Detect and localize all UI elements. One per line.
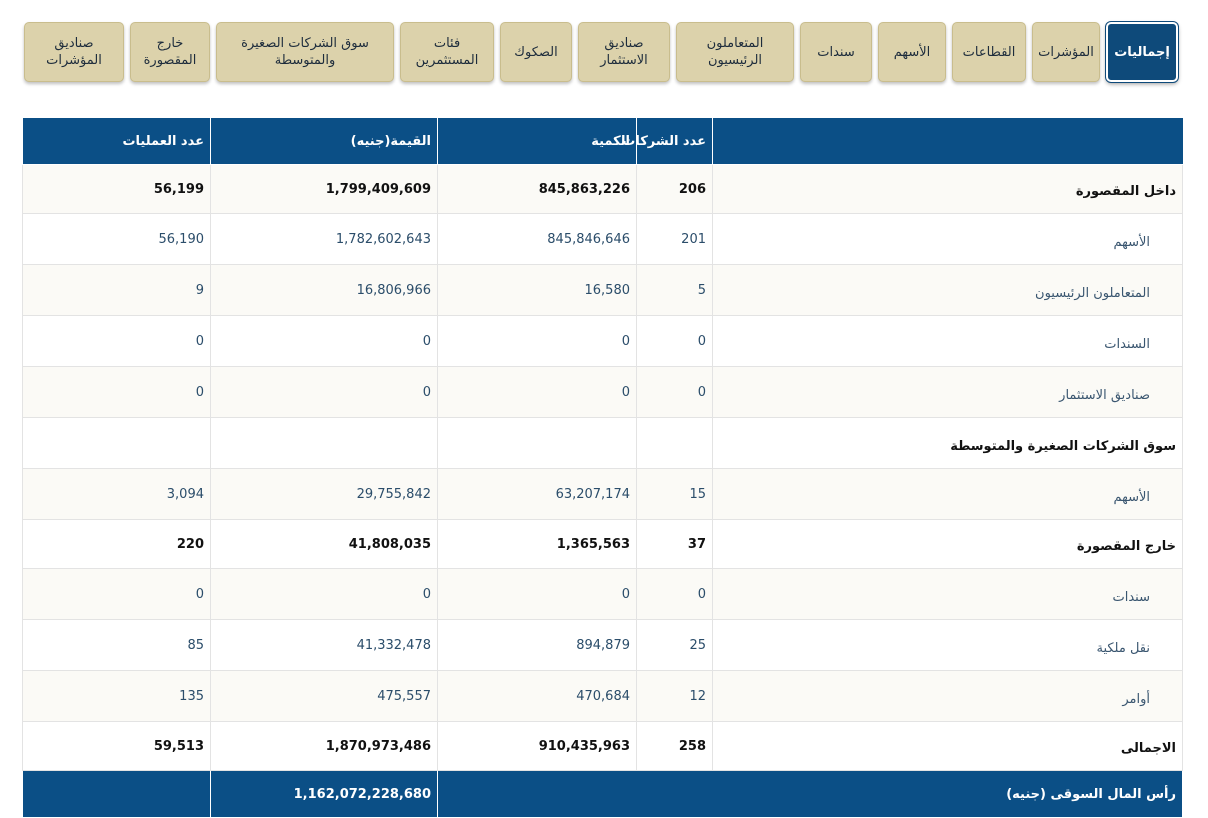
tab-index-funds[interactable]: صناديق المؤشرات [24, 22, 124, 82]
count-cell: 0 [636, 315, 713, 367]
operations-cell: 9 [22, 264, 211, 316]
tab-bonds[interactable]: سندات [800, 22, 872, 82]
value-cell [210, 417, 438, 469]
tab-otc[interactable]: خارج المقصورة [130, 22, 210, 82]
value-cell: 29,755,842 [210, 468, 438, 520]
quantity-cell: 470,684 [437, 670, 637, 722]
value-cell: 1,782,602,643 [210, 213, 438, 265]
quantity-cell: 845,846,646 [437, 213, 637, 265]
quantity-cell: 845,863,226 [437, 164, 637, 214]
quantity-cell: 910,435,963 [437, 721, 637, 771]
tab-stocks[interactable]: الأسهم [878, 22, 946, 82]
value-cell: 0 [210, 315, 438, 367]
tab-investor-categories[interactable]: فئات المستثمرين [400, 22, 494, 82]
footer-empty-cell [22, 770, 211, 818]
operations-cell: 3,094 [22, 468, 211, 520]
summary-table-container: عدد العمليات القيمة(جنيه) الكمية عدد الش… [22, 117, 1183, 818]
operations-cell: 85 [22, 619, 211, 671]
row-label: أوامر [712, 670, 1183, 722]
header-count: عدد الشركات [622, 117, 713, 165]
value-cell: 1,870,973,486 [210, 721, 438, 771]
operations-cell: 56,190 [22, 213, 211, 265]
count-cell: 0 [636, 366, 713, 418]
tab-bar: إجماليات المؤشرات القطاعات الأسهم سندات المتع… [24, 22, 1178, 82]
table-row: 56,190 1,782,602,643 845,846,646 201 الأسهم [22, 213, 1183, 265]
operations-cell: 135 [22, 670, 211, 722]
value-cell: 1,799,409,609 [210, 164, 438, 214]
header-quantity: الكمية [437, 117, 637, 165]
market-cap-label: رأس المال السوقى (جنيه) [437, 770, 1183, 818]
row-label: سندات [712, 568, 1183, 620]
table-row: سوق الشركات الصغيرة والمتوسطة [22, 417, 1183, 469]
operations-cell: 0 [22, 568, 211, 620]
count-cell: 201 [636, 213, 713, 265]
table-row: 220 41,808,035 1,365,563 37 خارج المقصورة [22, 519, 1183, 569]
tab-sme-market[interactable]: سوق الشركات الصغيرة والمتوسطة [216, 22, 394, 82]
quantity-cell: 0 [437, 315, 637, 367]
tab-sukuk[interactable]: الصكوك [500, 22, 572, 82]
count-cell: 0 [636, 568, 713, 620]
operations-cell: 0 [22, 315, 211, 367]
count-cell: 25 [636, 619, 713, 671]
row-label: المتعاملون الرئيسيون [712, 264, 1183, 316]
header-value: القيمة(جنيه) [210, 117, 438, 165]
row-label: السندات [712, 315, 1183, 367]
count-cell: 258 [636, 721, 713, 771]
operations-cell: 59,513 [22, 721, 211, 771]
table-header: عدد العمليات القيمة(جنيه) الكمية عدد الش… [22, 117, 1183, 165]
count-cell [636, 417, 713, 469]
table-footer: 1,162,072,228,680 رأس المال السوقى (جنيه… [22, 770, 1183, 818]
summary-table: عدد العمليات القيمة(جنيه) الكمية عدد الش… [22, 117, 1183, 818]
value-cell: 41,332,478 [210, 619, 438, 671]
operations-cell: 0 [22, 366, 211, 418]
table-row: 135 475,557 470,684 12 أوامر [22, 670, 1183, 722]
count-cell: 15 [636, 468, 713, 520]
row-label: خارج المقصورة [712, 519, 1183, 569]
count-cell: 5 [636, 264, 713, 316]
quantity-cell: 0 [437, 366, 637, 418]
tab-totals[interactable]: إجماليات [1106, 22, 1178, 82]
tab-indices[interactable]: المؤشرات [1032, 22, 1100, 82]
quantity-cell: 1,365,563 [437, 519, 637, 569]
operations-cell: 56,199 [22, 164, 211, 214]
operations-cell: 220 [22, 519, 211, 569]
table-row: 0 0 0 0 السندات [22, 315, 1183, 367]
count-cell: 37 [636, 519, 713, 569]
quantity-cell [437, 417, 637, 469]
row-label: الأسهم [712, 213, 1183, 265]
table-row: 3,094 29,755,842 63,207,174 15 الأسهم [22, 468, 1183, 520]
operations-cell [22, 417, 211, 469]
tab-main-dealers[interactable]: المتعاملون الرئيسيون [676, 22, 794, 82]
value-cell: 41,808,035 [210, 519, 438, 569]
value-cell: 475,557 [210, 670, 438, 722]
table-row: 0 0 0 0 سندات [22, 568, 1183, 620]
row-label: سوق الشركات الصغيرة والمتوسطة [712, 417, 1183, 469]
table-row: 9 16,806,966 16,580 5 المتعاملون الرئيسيون [22, 264, 1183, 316]
tab-investment-funds[interactable]: صناديق الاستثمار [578, 22, 670, 82]
quantity-cell: 894,879 [437, 619, 637, 671]
row-label: الأسهم [712, 468, 1183, 520]
row-label: صناديق الاستثمار [712, 366, 1183, 418]
value-cell: 0 [210, 568, 438, 620]
count-cell: 206 [636, 164, 713, 214]
tab-sectors[interactable]: القطاعات [952, 22, 1026, 82]
table-row: 0 0 0 0 صناديق الاستثمار [22, 366, 1183, 418]
quantity-cell: 63,207,174 [437, 468, 637, 520]
quantity-cell: 0 [437, 568, 637, 620]
table-row: 56,199 1,799,409,609 845,863,226 206 داخل ال… [22, 164, 1183, 214]
row-label: الاجمالى [712, 721, 1183, 771]
value-cell: 16,806,966 [210, 264, 438, 316]
table-row: 59,513 1,870,973,486 910,435,963 258 الاجمال… [22, 721, 1183, 771]
table-row: 85 41,332,478 894,879 25 نقل ملكية [22, 619, 1183, 671]
quantity-cell: 16,580 [437, 264, 637, 316]
count-cell: 12 [636, 670, 713, 722]
value-cell: 0 [210, 366, 438, 418]
table-body: 56,199 1,799,409,609 845,863,226 206 داخل ال… [22, 164, 1183, 771]
row-label: نقل ملكية [712, 619, 1183, 671]
header-operations: عدد العمليات [22, 117, 211, 165]
row-label: داخل المقصورة [712, 164, 1183, 214]
header-label [712, 117, 1183, 165]
market-cap-value: 1,162,072,228,680 [210, 770, 438, 818]
